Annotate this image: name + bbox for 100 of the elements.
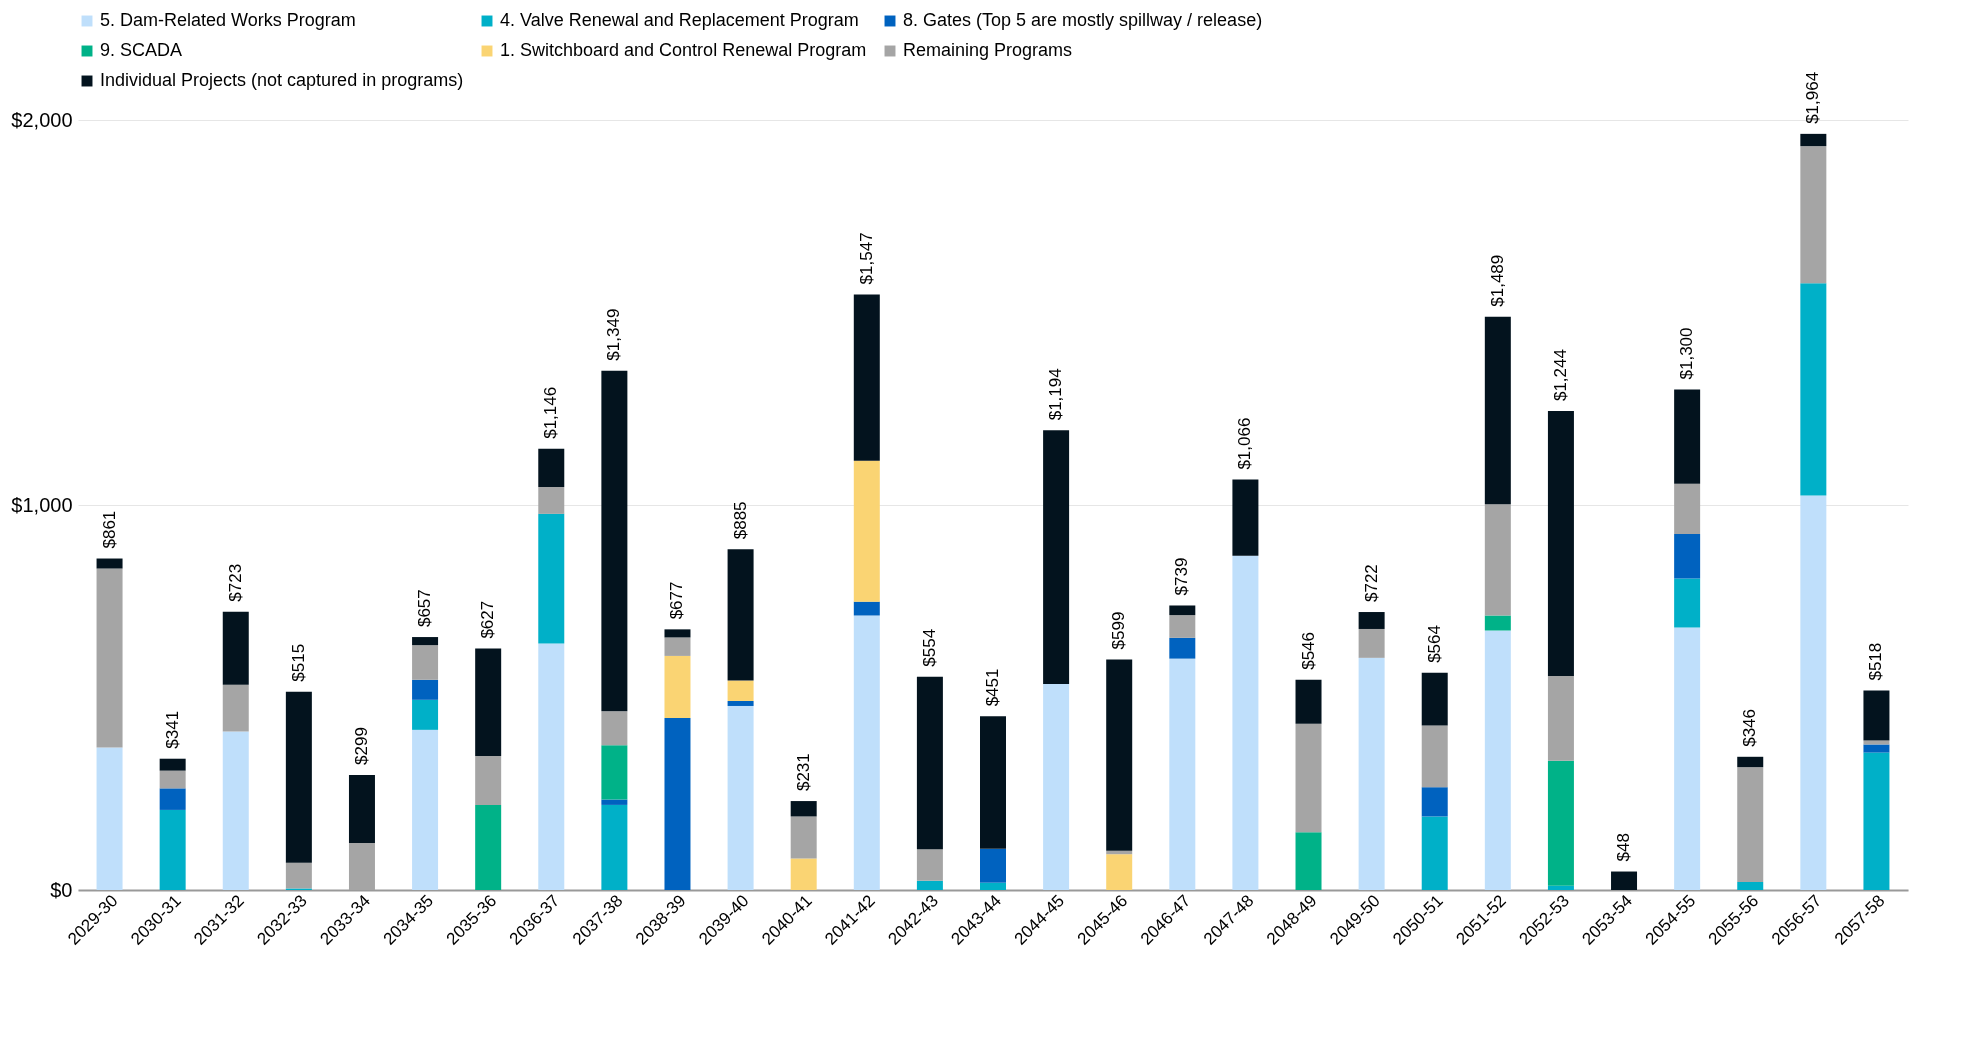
bar xyxy=(538,448,565,487)
total-label: $1,964 xyxy=(1803,71,1823,124)
total-label: $451 xyxy=(983,668,1002,707)
bar xyxy=(1295,679,1322,724)
bar xyxy=(1863,752,1890,890)
total-label: $341 xyxy=(162,710,182,749)
bar xyxy=(1295,723,1322,833)
bar xyxy=(1674,627,1701,890)
bar xyxy=(916,880,943,890)
total-label: $677 xyxy=(667,581,687,620)
bar xyxy=(601,745,628,800)
bar xyxy=(1800,146,1827,284)
bar xyxy=(1611,871,1638,890)
bar xyxy=(664,629,691,638)
total-label: $546 xyxy=(1298,631,1318,670)
legend-label: 4. Valve Renewal and Replacement Program xyxy=(500,10,859,30)
bar xyxy=(980,882,1006,890)
bar xyxy=(1295,832,1322,890)
bar xyxy=(790,801,817,817)
total-label: $723 xyxy=(225,563,245,602)
bar xyxy=(159,809,186,890)
total-label: $564 xyxy=(1424,625,1444,663)
total-label: $1,194 xyxy=(1046,368,1066,421)
bar xyxy=(96,558,123,569)
bar xyxy=(1169,605,1196,616)
total-label: $231 xyxy=(793,753,813,792)
bar xyxy=(727,680,754,701)
bar xyxy=(1800,133,1827,147)
bar xyxy=(412,699,439,730)
bar xyxy=(159,758,186,771)
bar xyxy=(601,711,628,746)
total-label: $515 xyxy=(288,643,308,682)
legend-label: Individual Projects (not captured in programs) xyxy=(100,70,464,90)
bar xyxy=(664,637,691,656)
bar xyxy=(1737,756,1764,768)
bar xyxy=(853,615,880,890)
total-label: $657 xyxy=(415,589,435,628)
bar xyxy=(601,804,628,890)
bar xyxy=(727,705,754,890)
bar xyxy=(1232,555,1259,890)
bar xyxy=(412,645,439,680)
bar xyxy=(1421,787,1448,817)
bar xyxy=(1547,885,1574,890)
bar xyxy=(916,676,943,850)
bar xyxy=(412,679,439,700)
bar xyxy=(601,370,628,712)
bar xyxy=(790,816,817,859)
bar xyxy=(96,568,123,748)
bar xyxy=(1421,672,1448,726)
bar xyxy=(475,648,502,757)
bar xyxy=(1169,658,1196,890)
total-label: $1,066 xyxy=(1235,417,1255,470)
bar xyxy=(1674,389,1701,484)
bar xyxy=(1737,881,1764,890)
total-label: $48 xyxy=(1614,833,1634,862)
legend-label: 1. Switchboard and Control Renewal Program xyxy=(500,40,867,60)
total-label: $518 xyxy=(1866,642,1886,681)
bar xyxy=(1358,612,1385,629)
bar xyxy=(1800,495,1827,890)
bar xyxy=(1232,479,1259,556)
bar xyxy=(853,294,880,461)
bar xyxy=(538,643,565,890)
bar xyxy=(727,700,754,706)
bar xyxy=(1169,615,1196,638)
bar xyxy=(980,848,1006,883)
legend-label: Remaining Programs xyxy=(903,40,1073,60)
total-label: $346 xyxy=(1740,708,1760,747)
bar xyxy=(222,611,249,685)
bar xyxy=(853,460,880,602)
bar xyxy=(1484,630,1511,890)
bar xyxy=(1674,483,1701,534)
bar xyxy=(538,513,565,644)
bar xyxy=(1043,684,1070,890)
bar xyxy=(1106,659,1133,851)
bar xyxy=(1863,744,1890,753)
bar xyxy=(159,770,186,789)
total-label: $739 xyxy=(1172,557,1192,596)
bar xyxy=(1421,725,1448,788)
legend-label: 5. Dam-Related Works Program xyxy=(100,10,356,30)
bar xyxy=(412,729,439,890)
bar xyxy=(1863,690,1890,741)
bar xyxy=(1358,628,1385,658)
total-label: $722 xyxy=(1361,564,1381,603)
y-tick-label: $2,000 xyxy=(11,108,73,131)
bar xyxy=(1358,657,1385,890)
bar xyxy=(790,858,817,890)
bar xyxy=(1421,816,1448,890)
total-label: $599 xyxy=(1109,611,1129,650)
bar xyxy=(1106,854,1133,890)
bar xyxy=(601,799,628,805)
bar xyxy=(412,637,439,646)
bar xyxy=(159,788,186,810)
total-label: $627 xyxy=(478,600,498,639)
bar xyxy=(1800,283,1827,496)
y-tick-label: $1,000 xyxy=(11,493,73,516)
total-label: $299 xyxy=(351,727,371,765)
bar xyxy=(1484,615,1511,631)
total-label: $1,146 xyxy=(541,386,561,439)
bar xyxy=(475,756,502,805)
bar xyxy=(1674,533,1701,579)
